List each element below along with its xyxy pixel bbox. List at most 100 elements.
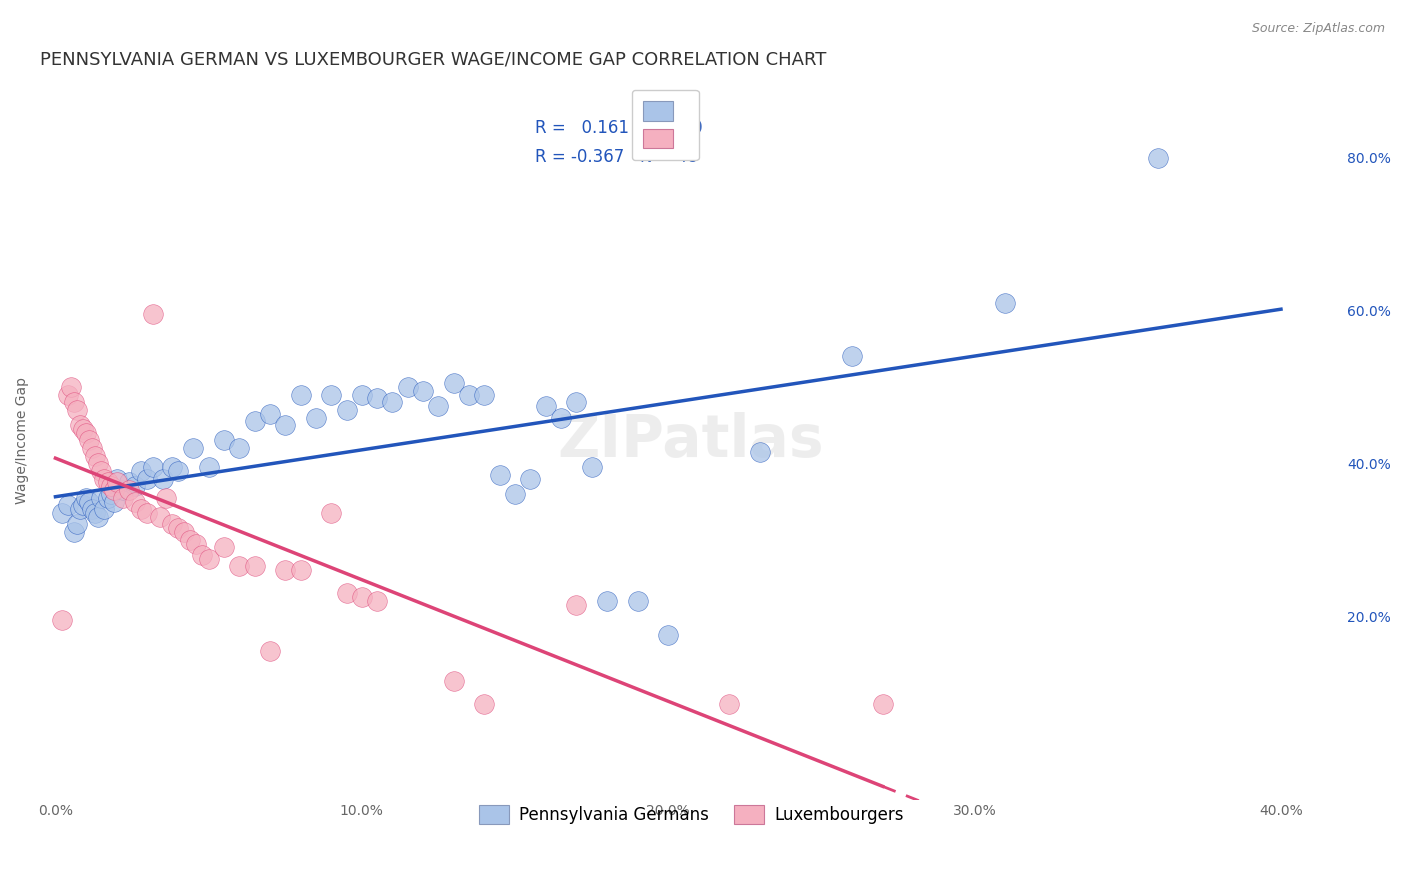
Point: [488, 467, 510, 482]
Point: [87, 509, 110, 524]
Point: [105, 475, 128, 490]
Point: [100, 487, 122, 501]
Point: [872, 697, 894, 711]
Point: [581, 460, 603, 475]
Point: [474, 697, 496, 711]
Point: [197, 552, 219, 566]
Point: [90, 464, 112, 478]
Point: [565, 395, 588, 409]
Text: Source: ZipAtlas.com: Source: ZipAtlas.com: [1251, 22, 1385, 36]
Point: [503, 487, 526, 501]
Point: [181, 441, 204, 455]
Text: PENNSYLVANIA GERMAN VS LUXEMBOURGER WAGE/INCOME GAP CORRELATION CHART: PENNSYLVANIA GERMAN VS LUXEMBOURGER WAGE…: [41, 51, 827, 69]
Point: [1147, 151, 1170, 165]
Point: [103, 483, 125, 497]
Point: [381, 395, 404, 409]
Point: [90, 491, 112, 505]
Point: [75, 491, 97, 505]
Point: [259, 407, 281, 421]
Point: [657, 628, 679, 642]
Y-axis label: Wage/Income Gap: Wage/Income Gap: [15, 377, 30, 504]
Point: [51, 506, 73, 520]
Point: [69, 418, 91, 433]
Point: [427, 399, 450, 413]
Text: ZIPatlas: ZIPatlas: [558, 412, 824, 469]
Text: R =   0.161   N = 60: R = 0.161 N = 60: [534, 119, 703, 137]
Point: [749, 445, 772, 459]
Point: [136, 472, 159, 486]
Point: [173, 525, 195, 540]
Point: [335, 403, 357, 417]
Point: [118, 483, 141, 497]
Point: [149, 509, 172, 524]
Point: [167, 521, 190, 535]
Point: [274, 563, 297, 577]
Point: [350, 590, 373, 604]
Legend: Pennsylvania Germans, Luxembourgers: Pennsylvania Germans, Luxembourgers: [470, 795, 914, 834]
Point: [75, 425, 97, 440]
Point: [100, 479, 122, 493]
Point: [103, 494, 125, 508]
Point: [565, 598, 588, 612]
Point: [290, 387, 312, 401]
Point: [136, 506, 159, 520]
Point: [167, 464, 190, 478]
Point: [212, 541, 235, 555]
Point: [718, 697, 741, 711]
Point: [228, 441, 250, 455]
Point: [550, 410, 572, 425]
Point: [596, 594, 619, 608]
Point: [66, 403, 89, 417]
Point: [69, 502, 91, 516]
Point: [124, 479, 146, 493]
Point: [335, 586, 357, 600]
Point: [56, 499, 79, 513]
Point: [56, 387, 79, 401]
Point: [142, 460, 165, 475]
Point: [474, 387, 496, 401]
Point: [59, 380, 82, 394]
Point: [51, 613, 73, 627]
Point: [366, 392, 388, 406]
Point: [197, 460, 219, 475]
Point: [366, 594, 388, 608]
Point: [96, 491, 118, 505]
Point: [160, 517, 183, 532]
Point: [519, 472, 541, 486]
Point: [259, 643, 281, 657]
Point: [321, 506, 343, 520]
Point: [160, 460, 183, 475]
Point: [111, 491, 134, 505]
Point: [396, 380, 419, 394]
Point: [994, 296, 1017, 310]
Point: [72, 499, 94, 513]
Point: [66, 517, 89, 532]
Point: [84, 449, 107, 463]
Point: [105, 472, 128, 486]
Point: [62, 395, 84, 409]
Point: [443, 674, 465, 689]
Point: [350, 387, 373, 401]
Point: [186, 536, 208, 550]
Point: [77, 494, 100, 508]
Point: [82, 502, 104, 516]
Point: [118, 475, 141, 490]
Point: [305, 410, 328, 425]
Point: [84, 506, 107, 520]
Point: [62, 525, 84, 540]
Point: [458, 387, 481, 401]
Point: [212, 434, 235, 448]
Text: R = -0.367   N = 48: R = -0.367 N = 48: [534, 148, 697, 166]
Point: [274, 418, 297, 433]
Point: [111, 483, 134, 497]
Point: [96, 475, 118, 490]
Point: [243, 414, 266, 428]
Point: [93, 472, 115, 486]
Point: [129, 502, 152, 516]
Point: [841, 350, 863, 364]
Point: [142, 307, 165, 321]
Point: [626, 594, 648, 608]
Point: [179, 533, 201, 547]
Point: [534, 399, 557, 413]
Point: [77, 434, 100, 448]
